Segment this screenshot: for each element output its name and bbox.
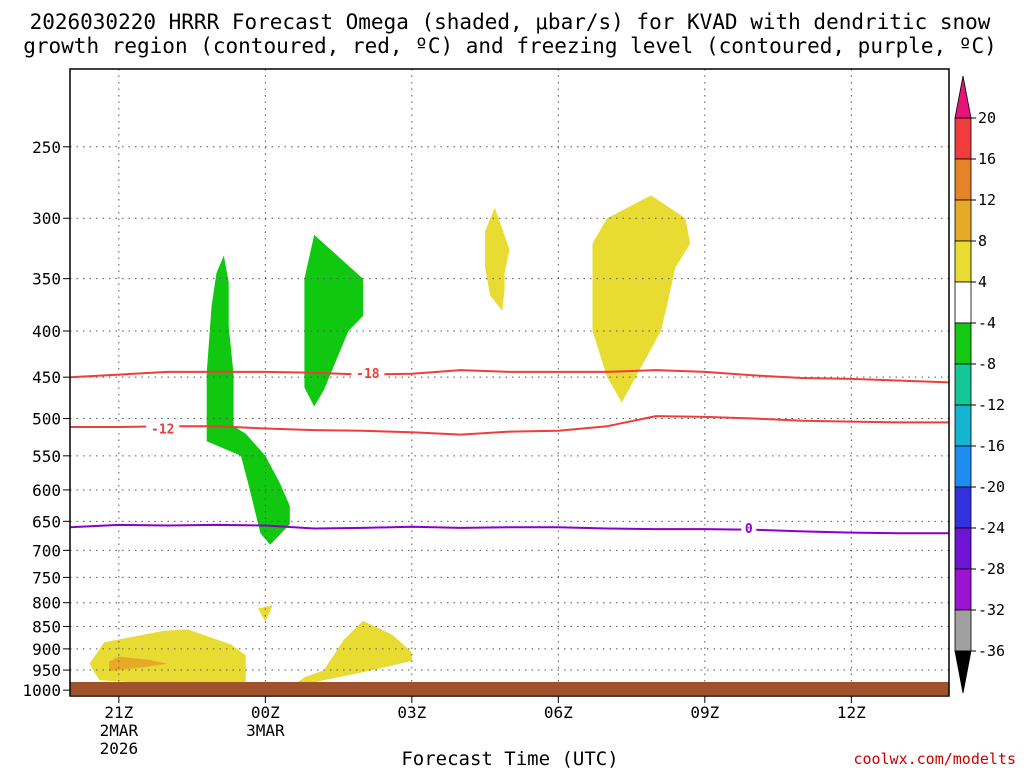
credit-text: coolwx.com/modelts (853, 750, 1016, 768)
colorbar-label--4: -4 (978, 314, 996, 332)
colorbar-label-12: 12 (978, 191, 996, 209)
colorbar-label-16: 16 (978, 150, 996, 168)
colorbar-label--32: -32 (978, 601, 1005, 619)
x-tick-label-06Z: 06Z (544, 703, 573, 722)
y-tick-label-500: 500 (32, 409, 61, 428)
y-tick-label-800: 800 (32, 594, 61, 613)
colorbar-band-12 (954, 199, 972, 242)
plot-area (70, 69, 949, 696)
dendritic-minus12-label-bg (146, 420, 180, 437)
colorbar-band--8 (954, 363, 972, 406)
colorbar-label--16: -16 (978, 437, 1005, 455)
y-tick-label-850: 850 (32, 617, 61, 636)
colorbar-label--24: -24 (978, 519, 1005, 537)
y-tick-label-650: 650 (32, 512, 61, 531)
dendritic-minus12-label: -12 (151, 423, 174, 438)
y-tick-label-350: 350 (32, 270, 61, 289)
colorbar-band--28 (954, 568, 972, 611)
colorbar-label--28: -28 (978, 560, 1005, 578)
y-tick-label-750: 750 (32, 568, 61, 587)
chart-title-line-1: 2026030220 HRRR Forecast Omega (shaded, … (30, 10, 991, 34)
y-tick-label-900: 900 (32, 640, 61, 659)
x-tick-label-00Z: 00Z (251, 703, 280, 722)
omega-yellow-e (258, 605, 273, 622)
y-tick-label-450: 450 (32, 368, 61, 387)
y-tick-label-600: 600 (32, 481, 61, 500)
omega-orange (109, 656, 168, 672)
colorbar-label--12: -12 (978, 396, 1005, 414)
dendritic-minus18-line (69, 369, 950, 384)
omega-yellow-a (485, 207, 510, 311)
x-tick-year-21Z: 2026 (100, 739, 139, 758)
y-axis-ticks: 250 300 350 400 450 500 550 600 650 700 750 800 850 9… (22, 138, 70, 700)
colorbar-label--8: -8 (978, 355, 996, 373)
dendritic-minus18-label-bg (351, 364, 385, 381)
dendritic-minus12-line (70, 415, 949, 436)
x-tick-label-12Z: 12Z (837, 703, 866, 722)
colorbar-label-4: 4 (978, 273, 987, 291)
omega-colorbar: 20 16 12 8 4 -4 -8 -12 -16 -20 -24 -28 -32 -36 (954, 75, 1005, 694)
colorbar-label--20: -20 (978, 478, 1005, 496)
freezing-level-0-label-bg (741, 519, 757, 536)
y-tick-label-300: 300 (32, 209, 61, 228)
colorbar-min-cap (954, 650, 972, 694)
colorbar-max-cap (954, 75, 972, 119)
colorbar-band--16 (954, 445, 972, 488)
x-tick-label-03Z: 03Z (397, 703, 426, 722)
omega-green-a (206, 255, 290, 545)
colorbar-label--36: -36 (978, 642, 1005, 660)
plot-frame (69, 68, 950, 697)
y-tick-label-400: 400 (32, 322, 61, 341)
colorbar-band--24 (954, 527, 972, 570)
y-tick-label-1000: 1000 (22, 681, 61, 700)
y-tick-label-250: 250 (32, 138, 61, 157)
colorbar-label-8: 8 (978, 232, 987, 250)
x-tick-label-09Z: 09Z (690, 703, 719, 722)
omega-yellow-d (294, 620, 412, 685)
colorbar-band--32 (954, 609, 972, 652)
colorbar-band-4 (954, 281, 972, 324)
omega-green-b (304, 234, 363, 407)
x-tick-date-00Z: 3MAR (246, 721, 285, 740)
colorbar-band--4 (954, 322, 972, 365)
chart-title-line-2: growth region (contoured, red, ºC) and f… (23, 34, 997, 58)
x-axis-label: Forecast Time (UTC) (401, 748, 618, 768)
y-tick-label-550: 550 (32, 447, 61, 466)
y-tick-label-950: 950 (32, 661, 61, 680)
grid (70, 69, 949, 696)
x-tick-label-21Z: 21Z (104, 703, 133, 722)
colorbar-band-8 (954, 240, 972, 283)
contours: -18 -12 0 (69, 364, 950, 537)
freezing-level-0-label: 0 (745, 522, 753, 537)
ground-surface (70, 682, 949, 695)
x-tick-date-21Z: 2MAR (100, 721, 139, 740)
colorbar-band-20 (954, 117, 972, 160)
colorbar-band--20 (954, 486, 972, 529)
colorbar-band--12 (954, 404, 972, 447)
y-tick-label-700: 700 (32, 541, 61, 560)
omega-yellow-b (592, 195, 691, 403)
colorbar-band-16 (954, 158, 972, 201)
freezing-level-0-line (69, 523, 949, 535)
dendritic-minus18-label: -18 (356, 367, 380, 382)
colorbar-label-20: 20 (978, 109, 996, 127)
